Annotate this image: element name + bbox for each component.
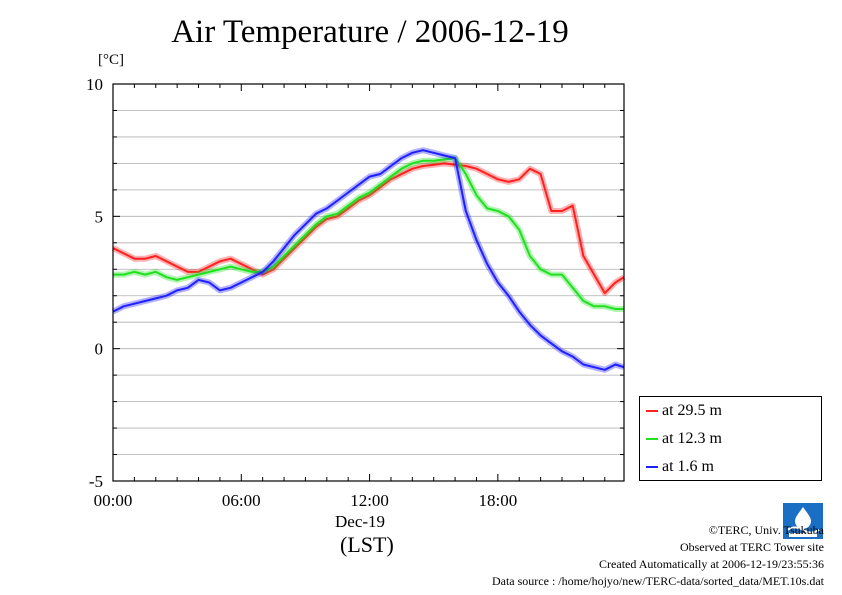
x-axis-title: (LST) [340,532,394,557]
legend: at 29.5 m at 12.3 m at 1.6 m [639,396,822,481]
plot-frame [112,83,625,482]
legend-label: at 1.6 m [662,458,714,475]
series-line-0 [112,162,625,295]
series-halo-2 [111,147,625,373]
x-tick-label: 00:00 [94,491,133,510]
legend-item-1-6m: at 1.6 m [646,457,714,477]
x-tick-label: 06:00 [222,491,261,510]
legend-item-12-3m: at 12.3 m [646,429,722,449]
y-tick-label: 0 [95,340,104,359]
observation-site-text: Observed at TERC Tower site [679,540,824,554]
y-tick-label: -5 [89,472,103,491]
created-timestamp-text: Created Automatically at 2006-12-19/23:5… [599,557,824,571]
axis-ticks: 10 5 0 -500:00 06:00 12:00 18:00 [86,75,624,510]
y-tick-label: 10 [86,75,103,94]
gridlines [113,110,624,455]
series-line-2 [112,149,625,371]
credits: ©TERC, Univ. Tsukuba Observed at TERC To… [492,522,824,590]
legend-label: at 29.5 m [662,402,722,419]
data-source-text: Data source : /home/hojyo/new/TERC-data/… [491,574,824,588]
legend-item-29-5m: at 29.5 m [646,401,722,421]
series-line-1 [113,157,624,310]
x-axis-date-label: Dec-19 [335,512,386,531]
legend-swatch-1-6m [646,466,658,468]
chart-title: Air Temperature / 2006-12-19 [171,14,569,50]
copyright-text: ©TERC, Univ. Tsukuba [708,523,824,537]
legend-label: at 12.3 m [662,430,722,447]
series-lines [111,147,626,373]
legend-swatch-12-3m [646,438,658,440]
x-tick-label: 18:00 [478,491,517,510]
legend-swatch-29-5m [646,410,658,412]
terc-logo-icon [783,503,823,539]
x-tick-label: 12:00 [350,491,389,510]
y-axis-unit-label: [°C] [98,52,124,68]
y-tick-label: 5 [95,207,104,226]
